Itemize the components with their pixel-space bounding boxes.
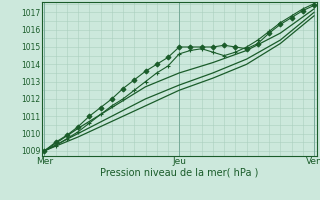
X-axis label: Pression niveau de la mer( hPa ): Pression niveau de la mer( hPa ) [100, 168, 258, 178]
